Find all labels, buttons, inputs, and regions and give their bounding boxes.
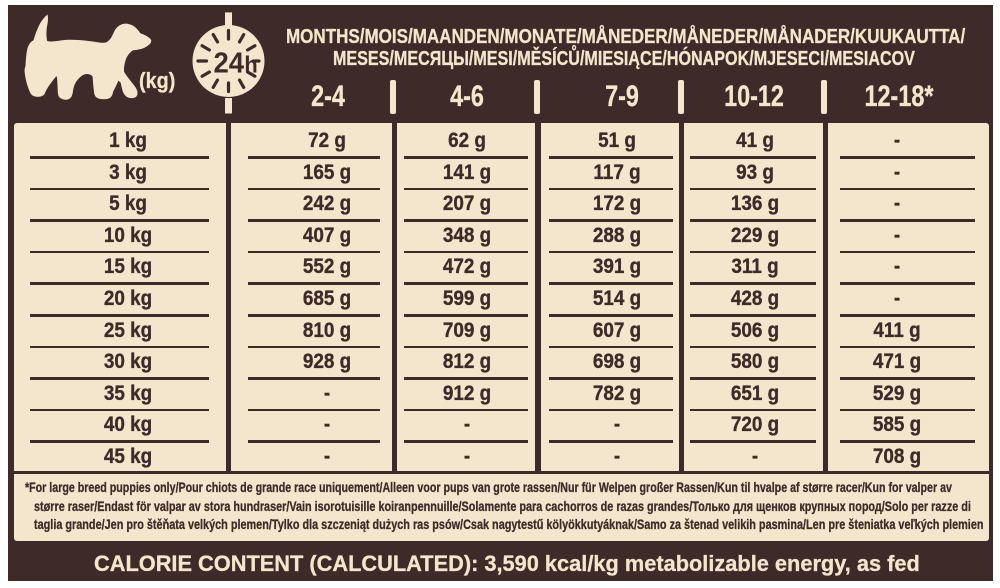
- svg-text:h: h: [244, 52, 257, 78]
- svg-text:24: 24: [213, 46, 244, 79]
